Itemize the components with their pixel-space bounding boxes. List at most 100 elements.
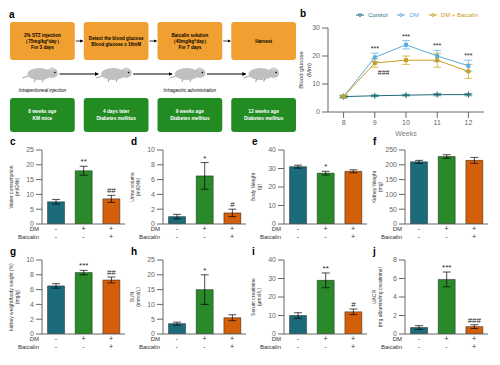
svg-text:+: + (472, 233, 476, 240)
svg-text:Blood glucose ≥ 16mM: Blood glucose ≥ 16mM (91, 42, 141, 47)
svg-text:**: ** (323, 264, 329, 273)
svg-text:+: + (351, 343, 355, 350)
svg-text:40: 40 (268, 256, 276, 263)
svg-text:+: + (351, 225, 355, 232)
svg-text:10: 10 (147, 301, 155, 308)
svg-text:0: 0 (272, 220, 276, 227)
svg-text:For 3 days: For 3 days (31, 45, 54, 50)
svg-text:-: - (418, 225, 421, 232)
svg-text:+: + (444, 335, 448, 342)
svg-text:-: - (418, 335, 421, 342)
svg-text:4: 4 (30, 301, 34, 308)
svg-text:20: 20 (268, 293, 276, 300)
svg-text:-: - (297, 343, 300, 350)
svg-text:+: + (230, 233, 234, 240)
svg-text:150: 150 (385, 176, 397, 183)
svg-text:***: *** (402, 33, 410, 40)
svg-text:***: *** (464, 52, 472, 59)
svg-text:-: - (82, 343, 85, 350)
svg-text:-: - (176, 233, 179, 240)
svg-text:-: - (55, 225, 58, 232)
svg-text:+: + (323, 225, 327, 232)
svg-text:For 7 days: For 7 days (178, 45, 201, 50)
svg-text:-: - (297, 225, 300, 232)
svg-text:12: 12 (465, 119, 473, 126)
svg-text:2: 2 (393, 312, 397, 319)
svg-text:-: - (445, 233, 448, 240)
svg-text:+: + (202, 335, 206, 342)
svg-text:5: 5 (151, 316, 155, 323)
svg-text:-: - (445, 343, 448, 350)
svg-text:**: ** (81, 157, 87, 166)
svg-text:##: ## (107, 268, 116, 277)
svg-text:a: a (9, 9, 15, 20)
svg-text:+: + (230, 335, 234, 342)
svg-text:-: - (297, 233, 300, 240)
svg-text:+: + (351, 335, 355, 342)
svg-text:+: + (323, 335, 327, 342)
svg-text:Baicalin: Baicalin (381, 344, 402, 350)
svg-text:-: - (176, 343, 179, 350)
svg-text:2: 2 (30, 316, 34, 323)
svg-text:***: *** (433, 42, 441, 49)
svg-text:Baicalin: Baicalin (260, 344, 281, 350)
svg-text:Harvest: Harvest (255, 39, 272, 44)
svg-text:8: 8 (342, 119, 346, 126)
svg-text:***: *** (371, 45, 379, 52)
svg-text:0: 0 (393, 220, 397, 227)
svg-text:11: 11 (434, 119, 441, 126)
svg-text:10: 10 (26, 191, 34, 198)
svg-text:###: ### (468, 316, 482, 325)
svg-text:10: 10 (268, 312, 276, 319)
svg-text:25: 25 (26, 146, 34, 153)
svg-text:+: + (444, 225, 448, 232)
svg-text:KM mice: KM mice (33, 116, 53, 121)
svg-text:10: 10 (147, 146, 155, 153)
svg-text:BUN(mmol/L): BUN(mmol/L) (129, 287, 141, 307)
svg-text:#: # (230, 200, 235, 209)
svg-text:200: 200 (385, 161, 397, 168)
svg-text:-: - (297, 335, 300, 342)
svg-text:Baicalin: Baicalin (18, 344, 39, 350)
svg-text:8 weeks age: 8 weeks age (28, 109, 56, 114)
svg-text:Baicalin: Baicalin (139, 344, 160, 350)
svg-text:+: + (472, 335, 476, 342)
svg-text:4: 4 (151, 191, 155, 198)
svg-text:0: 0 (151, 220, 155, 227)
svg-text:20: 20 (147, 271, 155, 278)
svg-text:2: 2 (151, 206, 155, 213)
svg-text:20: 20 (312, 52, 320, 59)
svg-text:-: - (418, 233, 421, 240)
svg-text:100: 100 (385, 191, 397, 198)
svg-text:Baicalin: Baicalin (139, 234, 160, 240)
svg-text:UACR(mg albumin/mg creatinine): UACR(mg albumin/mg creatinine) (371, 266, 383, 327)
svg-text:30: 30 (312, 24, 320, 31)
svg-text:***: *** (442, 263, 451, 272)
svg-text:*: * (203, 266, 206, 275)
svg-text:Baicalin: Baicalin (260, 234, 281, 240)
svg-text:-: - (203, 343, 206, 350)
svg-text:+: + (230, 225, 234, 232)
svg-text:#: # (351, 300, 356, 309)
svg-text:Diabetes mellitus: Diabetes mellitus (170, 116, 210, 121)
svg-text:-: - (55, 343, 58, 350)
svg-text:-: - (176, 335, 179, 342)
svg-text:Detect the blood glucose: Detect the blood glucose (89, 36, 144, 41)
svg-text:-: - (324, 233, 327, 240)
svg-text:+: + (109, 335, 113, 342)
svg-text:15: 15 (147, 286, 155, 293)
svg-text:20: 20 (268, 183, 276, 190)
svg-text:20: 20 (26, 161, 34, 168)
svg-text:（75mg/kg*day）: （75mg/kg*day） (23, 39, 61, 44)
svg-text:Kidney Weight(mg): Kidney Weight(mg) (371, 170, 383, 203)
svg-text:（40mg/kg*day）: （40mg/kg*day） (171, 39, 209, 44)
svg-text:-: - (418, 343, 421, 350)
svg-text:40: 40 (268, 146, 276, 153)
svg-text:15: 15 (26, 176, 34, 183)
svg-text:-: - (203, 233, 206, 240)
svg-text:Baicalin: Baicalin (381, 234, 402, 240)
svg-text:25: 25 (147, 256, 155, 263)
svg-text:0: 0 (272, 330, 276, 337)
svg-text:-: - (55, 335, 58, 342)
svg-text:+: + (472, 343, 476, 350)
